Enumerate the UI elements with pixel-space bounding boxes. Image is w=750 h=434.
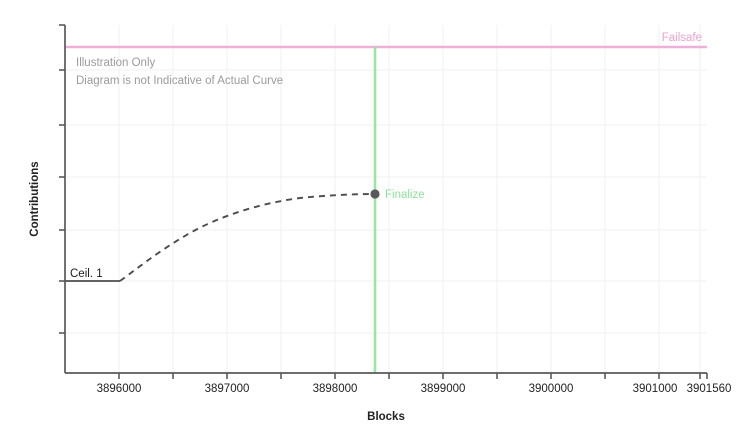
x-axis-ticks xyxy=(118,373,708,379)
finalize-label: Finalize xyxy=(385,189,425,201)
y-axis-ticks xyxy=(59,24,65,334)
note-line-1: Illustration Only xyxy=(76,57,156,69)
x-axis-title: Blocks xyxy=(367,411,405,423)
x-tick-label-2: 3898000 xyxy=(313,383,358,395)
note-line-2: Diagram is not Indicative of Actual Curv… xyxy=(76,75,283,87)
x-tick-label-1: 3897000 xyxy=(205,383,250,395)
x-tick-label-4: 3900000 xyxy=(529,383,574,395)
grid-horizontal xyxy=(65,69,707,334)
ceil-1-label: Ceil. 1 xyxy=(70,268,103,280)
x-tick-label-0: 3896000 xyxy=(97,383,142,395)
x-tick-label-6: 3901560 xyxy=(687,383,732,395)
finalize-marker-dot xyxy=(370,189,380,199)
y-axis-title: Contributions xyxy=(29,161,41,236)
plot-background xyxy=(65,25,707,373)
grid-vertical xyxy=(118,25,701,373)
x-tick-label-3: 3899000 xyxy=(421,383,466,395)
contribution-curve xyxy=(119,193,376,282)
x-tick-label-5: 3901000 xyxy=(633,383,678,395)
failsafe-label: Failsafe xyxy=(662,32,702,44)
